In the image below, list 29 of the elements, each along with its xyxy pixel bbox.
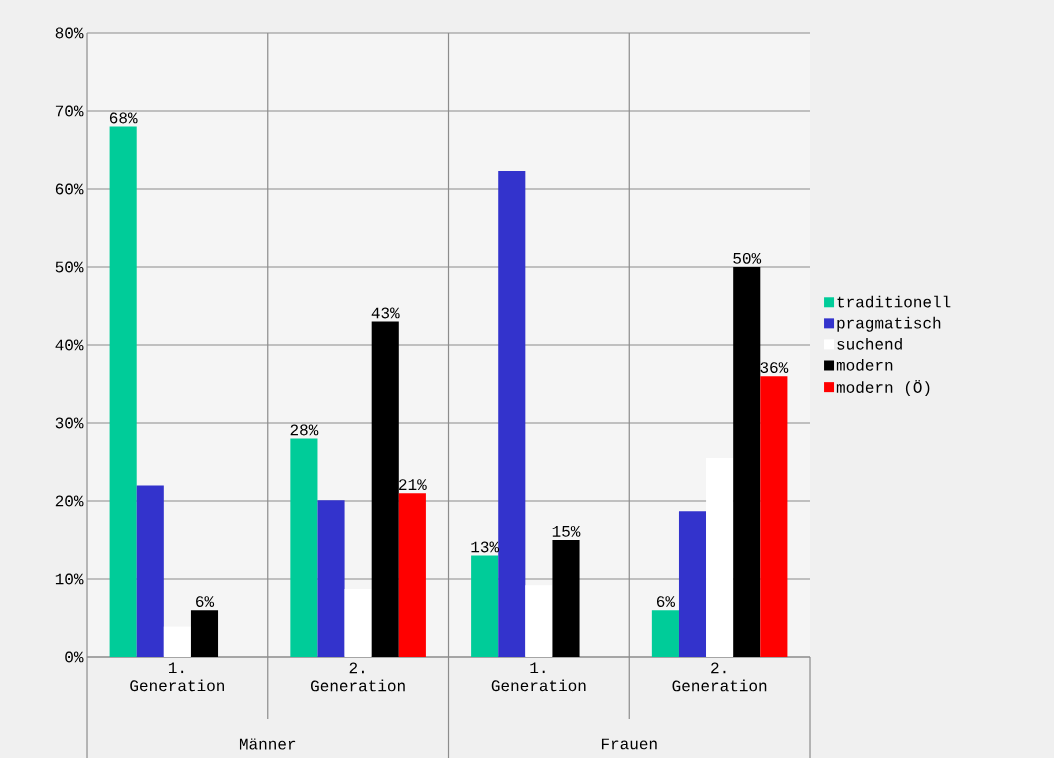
data-label: 43%: [371, 307, 400, 319]
y-tick-label: 10%: [55, 573, 84, 585]
data-label: 68%: [109, 112, 138, 124]
x-tick-label: 2. Generation: [672, 662, 767, 692]
y-tick-label: 50%: [55, 261, 84, 273]
y-tick-label: 70%: [55, 105, 84, 117]
y-tick-label: 30%: [55, 417, 84, 429]
y-tick-label: 40%: [55, 339, 84, 351]
text: Frauen: [601, 738, 657, 750]
legend-label: modern (Ö): [836, 380, 930, 397]
y-tick-label: 60%: [55, 183, 84, 195]
text: Männer: [239, 738, 296, 750]
x-tick-label: 1. Generation: [130, 662, 224, 692]
data-label: 21%: [399, 479, 427, 490]
data-label: 6%: [657, 596, 676, 607]
x-tick-label: 1. Generation: [491, 662, 586, 692]
y-tick-label: 80%: [55, 27, 84, 39]
legend-label: pragmatisch: [837, 316, 941, 332]
data-label: 50%: [733, 252, 762, 264]
data-label: 28%: [290, 424, 319, 436]
data-label: 6%: [196, 596, 215, 607]
x-tick-label: 2. Generation: [311, 662, 405, 692]
data-label: 15%: [552, 525, 581, 537]
legend-label: suchend: [837, 337, 902, 350]
y-tick-label: 0%: [65, 651, 84, 663]
data-label: 36%: [760, 362, 789, 373]
y-tick-label: 20%: [55, 495, 84, 507]
legend-label: traditionell: [837, 295, 951, 308]
legend-label: modern: [836, 358, 893, 371]
